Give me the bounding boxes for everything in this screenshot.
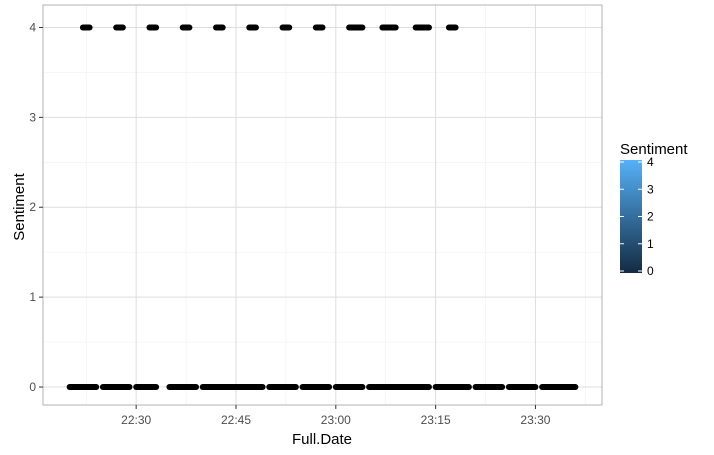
legend-label: 2 <box>647 210 654 224</box>
axes: 22:30 22:45 23:00 23:15 23:30 0 1 2 3 4 <box>29 20 550 427</box>
gridlines <box>43 5 602 405</box>
y-tick-label: 1 <box>29 290 36 304</box>
y-tick-label: 2 <box>29 200 36 214</box>
panel-border <box>42 4 603 406</box>
data-points <box>66 24 579 391</box>
legend-label: 0 <box>647 264 654 278</box>
legend-colorbar <box>620 160 642 273</box>
legend-ticks: 4 3 2 1 0 <box>620 155 654 278</box>
legend-label: 4 <box>647 155 654 169</box>
y-axis-title: Sentiment <box>11 172 28 240</box>
legend-title: Sentiment <box>620 141 688 158</box>
x-tick-label: 22:30 <box>121 413 151 427</box>
panel-background <box>43 5 602 405</box>
x-axis-title: Full.Date <box>292 431 352 448</box>
legend-label: 1 <box>647 237 654 251</box>
x-tick-label: 23:00 <box>321 413 351 427</box>
y-tick-label: 3 <box>29 110 36 124</box>
y-tick-label: 4 <box>29 20 36 34</box>
legend-label: 3 <box>647 182 654 196</box>
y-tick-label: 0 <box>29 380 36 394</box>
legend: Sentiment 4 3 2 1 0 <box>620 141 688 278</box>
x-tick-label: 23:15 <box>421 413 451 427</box>
x-tick-label: 22:45 <box>221 413 251 427</box>
x-tick-label: 23:30 <box>520 413 550 427</box>
